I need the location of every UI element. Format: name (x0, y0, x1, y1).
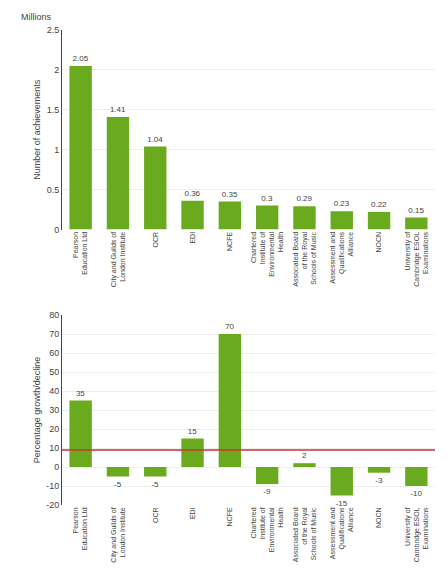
svg-text:EDI: EDI (189, 507, 196, 519)
svg-text:Associated Boardof the RoyalSc: Associated Boardof the RoyalSchools of M… (292, 231, 317, 286)
svg-text:2: 2 (302, 451, 307, 460)
svg-text:0.35: 0.35 (222, 190, 238, 199)
svg-text:Millions: Millions (21, 12, 52, 22)
svg-text:Percentage growth/decline: Percentage growth/decline (32, 357, 42, 464)
svg-text:University ofCambridge ESOLExa: University ofCambridge ESOLExaminations (404, 231, 429, 286)
svg-text:-9: -9 (263, 487, 271, 496)
svg-text:OCR: OCR (152, 507, 159, 523)
svg-text:20: 20 (49, 424, 59, 434)
svg-text:0.15: 0.15 (408, 206, 424, 215)
svg-text:1.41: 1.41 (110, 105, 126, 114)
svg-text:0.36: 0.36 (184, 189, 200, 198)
svg-text:2.5: 2.5 (47, 25, 60, 35)
svg-text:0: 0 (54, 462, 59, 472)
svg-text:15: 15 (188, 427, 197, 436)
svg-text:University ofCambridge ESOLExa: University ofCambridge ESOLExaminations (404, 507, 429, 562)
svg-text:35: 35 (76, 389, 85, 398)
svg-text:CharteredInstitute ofEnvironme: CharteredInstitute ofEnvironmentalHealth (250, 231, 284, 276)
svg-text:0.23: 0.23 (334, 199, 350, 208)
svg-text:Number of achievements: Number of achievements (32, 79, 42, 180)
svg-text:30: 30 (49, 405, 59, 415)
svg-text:City and Guilds ofLondon Insti: City and Guilds ofLondon Institute (110, 232, 126, 287)
svg-text:NOCN: NOCN (375, 232, 382, 253)
svg-text:40: 40 (49, 386, 59, 396)
svg-text:Assessment andQualificationsAl: Assessment andQualificationsAlliance (329, 507, 354, 559)
svg-text:EDI: EDI (189, 232, 196, 244)
svg-text:-10: -10 (410, 489, 422, 498)
svg-text:70: 70 (49, 329, 59, 339)
svg-text:CharteredInstitute ofEnvironme: CharteredInstitute ofEnvironmentalHealth (250, 507, 284, 552)
svg-text:80: 80 (49, 310, 59, 320)
svg-text:0.22: 0.22 (371, 200, 387, 209)
svg-text:-20: -20 (46, 500, 59, 510)
svg-text:NCFE: NCFE (226, 232, 233, 251)
svg-text:PearsonEducation Ltd: PearsonEducation Ltd (72, 232, 88, 275)
svg-text:0.5: 0.5 (47, 185, 60, 195)
svg-text:City and Guilds ofLondon Insti: City and Guilds ofLondon Institute (110, 507, 126, 562)
svg-text:NCFE: NCFE (226, 507, 233, 526)
svg-text:-5: -5 (114, 480, 122, 489)
svg-text:1.5: 1.5 (47, 105, 60, 115)
svg-text:-10: -10 (46, 481, 59, 491)
svg-text:Associated Boardof the RoyalSc: Associated Boardof the RoyalSchools of M… (292, 507, 317, 562)
svg-text:-3: -3 (375, 476, 383, 485)
svg-text:-5: -5 (151, 480, 159, 489)
svg-text:0.3: 0.3 (261, 194, 273, 203)
svg-text:OCR: OCR (152, 232, 159, 248)
svg-text:2.05: 2.05 (73, 54, 89, 63)
svg-text:PearsonEducation Ltd: PearsonEducation Ltd (72, 507, 88, 550)
svg-text:Assessment andQualificationsAl: Assessment andQualificationsAlliance (329, 231, 354, 283)
svg-text:-15: -15 (336, 499, 348, 508)
svg-text:1.04: 1.04 (147, 135, 163, 144)
svg-text:50: 50 (49, 367, 59, 377)
svg-text:0.29: 0.29 (296, 194, 312, 203)
svg-text:2: 2 (54, 65, 59, 75)
svg-text:10: 10 (49, 443, 59, 453)
svg-text:70: 70 (225, 322, 234, 331)
svg-text:60: 60 (49, 348, 59, 358)
svg-text:1: 1 (54, 145, 59, 155)
svg-text:0: 0 (54, 225, 59, 235)
svg-text:NOCN: NOCN (375, 507, 382, 528)
